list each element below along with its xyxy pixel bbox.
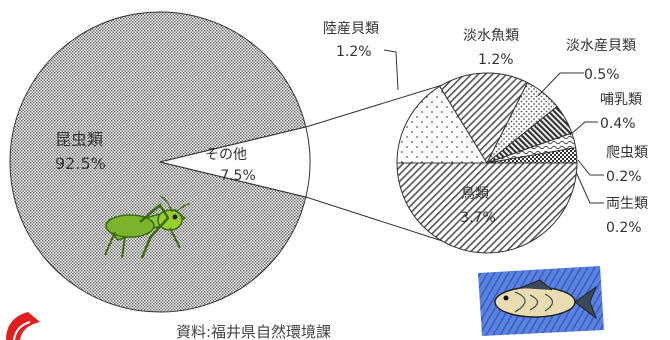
- secondary-slice-freshwater-fish: [439, 72, 529, 165]
- primary-slice-insects: [9, 11, 307, 313]
- grasshopper-clipart: [104, 195, 191, 259]
- leader-land-snails: [383, 49, 399, 91]
- leader-mammals: [569, 121, 598, 136]
- slice-label-land-snails: 陸産貝類: [323, 21, 379, 37]
- secondary-slice-land-snails: [396, 85, 488, 164]
- leader-amphibians: [575, 171, 604, 204]
- slice-label-others: その他: [205, 147, 247, 163]
- slice-value-land-snails: 1.2%: [336, 44, 372, 60]
- leader-reptiles: [577, 159, 604, 176]
- slice-value-amphibians: 0.2%: [606, 220, 642, 236]
- slice-value-freshwater-fish: 1.2%: [478, 52, 514, 68]
- secondary-slice-birds: [396, 162, 578, 254]
- secondary-pie: [396, 72, 578, 254]
- source-note: 資料:福井県自然環境課: [176, 323, 331, 340]
- fish-clipart: [478, 266, 604, 336]
- slice-label-reptiles: 爬虫類: [606, 145, 648, 161]
- slice-label-freshwater-fish: 淡水魚類: [463, 28, 519, 44]
- connector-line-top: [305, 84, 443, 128]
- slice-value-insects: 92.5%: [55, 154, 106, 173]
- primary-slice-others: [159, 126, 311, 198]
- slice-label-insects: 昆虫類: [55, 130, 103, 149]
- connector-line-bottom: [305, 196, 443, 242]
- primary-pie: [9, 11, 311, 313]
- slice-label-mammals: 哺乳類: [600, 92, 642, 108]
- leader-freshwater-shellfish: [537, 72, 584, 97]
- slice-value-reptiles: 0.2%: [606, 169, 642, 185]
- slice-label-amphibians: 両生類: [606, 196, 648, 212]
- connector-lines: [305, 84, 443, 242]
- slice-value-birds: 3.7%: [460, 210, 496, 226]
- red-corner-logo: [6, 312, 40, 340]
- slice-label-freshwater-shellfish: 淡水産貝類: [566, 38, 636, 54]
- slice-value-mammals: 0.4%: [600, 116, 636, 132]
- slice-value-freshwater-shellfish: 0.5%: [584, 67, 620, 83]
- slice-value-others: 7.5%: [220, 168, 256, 184]
- slice-label-birds: 鳥類: [461, 186, 489, 202]
